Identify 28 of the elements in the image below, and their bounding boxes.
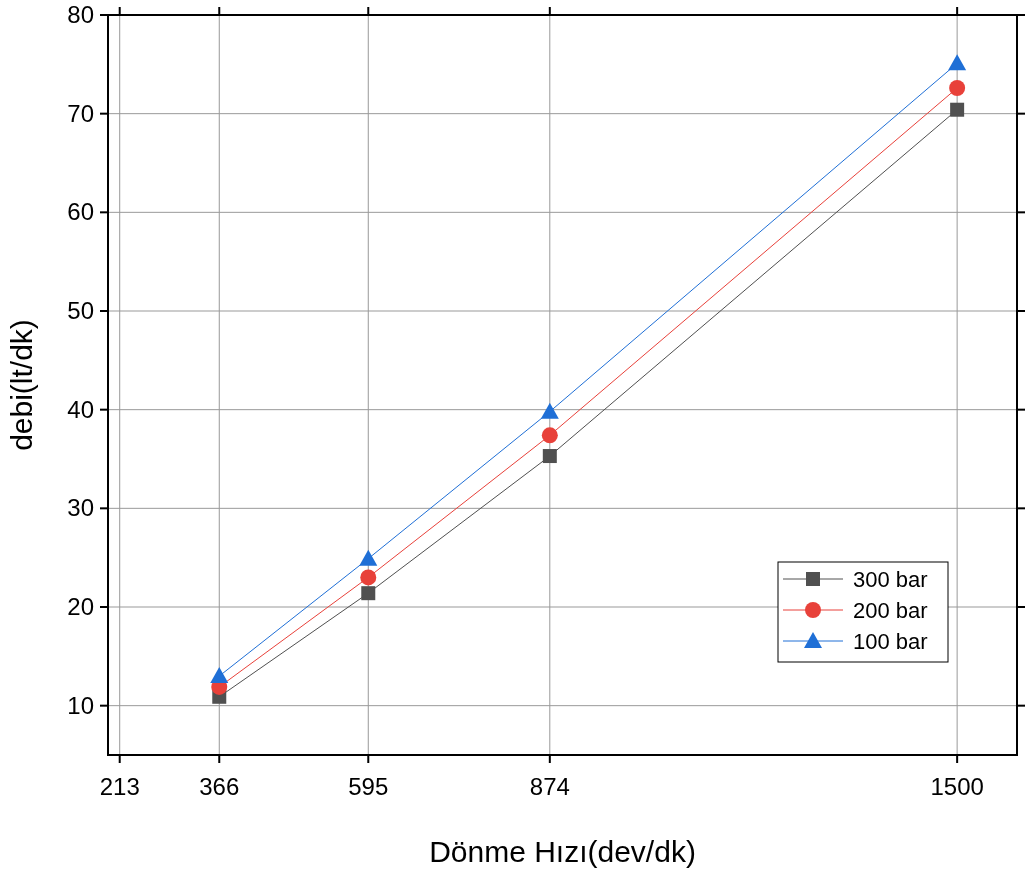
point — [361, 586, 376, 601]
point — [359, 549, 378, 566]
x-tick-label: 874 — [529, 773, 570, 800]
x-tick-label: 595 — [348, 773, 389, 800]
point — [360, 569, 377, 586]
y-tick-label: 60 — [67, 198, 94, 226]
x-tick-label: 213 — [99, 773, 140, 800]
y-tick-label: 10 — [67, 691, 94, 719]
legend-label: 300 bar — [853, 567, 928, 592]
point — [541, 427, 558, 444]
point — [542, 449, 557, 464]
y-tick-label: 80 — [67, 1, 94, 28]
y-tick-label: 40 — [67, 395, 94, 423]
point — [210, 667, 229, 684]
y-tick-label: 20 — [67, 593, 94, 620]
legend-label: 100 bar — [853, 629, 928, 654]
y-tick-label: 30 — [67, 494, 94, 522]
x-axis-title: Dönme Hızı(dev/dk) — [429, 835, 696, 868]
legend-label: 200 bar — [853, 598, 928, 623]
point — [540, 402, 559, 419]
x-tick-label: 1500 — [930, 773, 984, 800]
y-axis-title: debi(lt/dk) — [5, 319, 38, 451]
point — [950, 102, 965, 117]
y-tick-label: 50 — [67, 297, 94, 324]
point — [948, 54, 967, 71]
x-tick-label: 366 — [199, 773, 240, 800]
point — [949, 80, 966, 97]
y-tick-label: 70 — [67, 99, 94, 127]
